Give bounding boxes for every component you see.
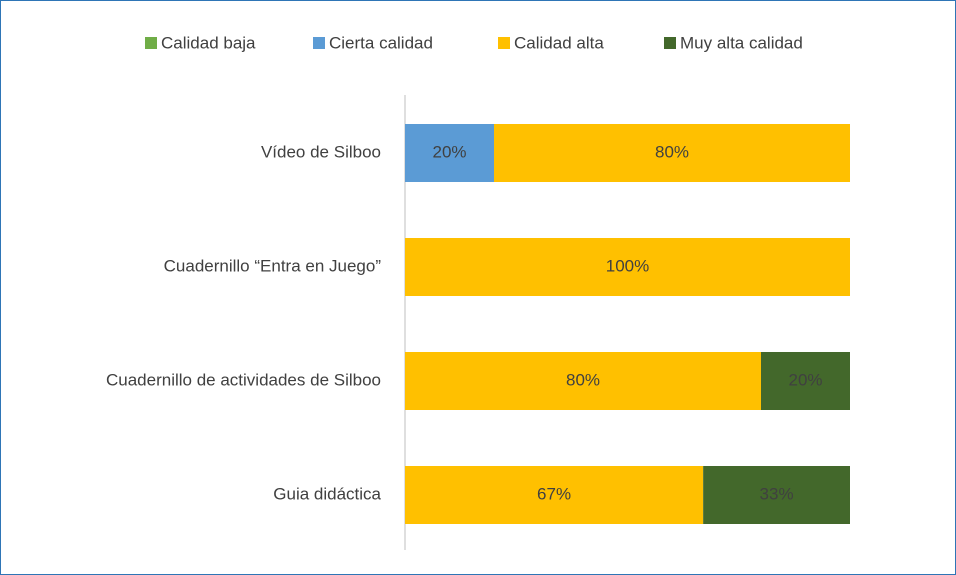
bar-segment [405,352,761,410]
legend-label: Cierta calidad [329,33,433,52]
y-tick-label: Cuadernillo “Entra en Juego” [164,256,382,275]
data-label: 80% [655,142,689,161]
bar-segment [405,238,850,296]
legend-swatch [313,37,325,49]
legend-swatch [145,37,157,49]
legend-swatch [664,37,676,49]
legend-label: Muy alta calidad [680,33,803,52]
data-label: 20% [788,370,822,389]
data-label: 100% [606,256,649,275]
bar-segment [494,124,850,182]
y-tick-label: Guia didáctica [273,484,381,503]
legend-swatch [498,37,510,49]
legend-label: Calidad alta [514,33,604,52]
data-label: 33% [760,484,794,503]
bar-segment [405,124,494,182]
y-tick-label: Cuadernillo de actividades de Silboo [106,370,381,389]
legend-label: Calidad baja [161,33,256,52]
bar-segment [761,352,850,410]
data-label: 80% [566,370,600,389]
data-label: 20% [432,142,466,161]
data-label: 67% [537,484,571,503]
bar-segment [405,466,704,524]
bar-segment [703,466,850,524]
y-tick-label: Vídeo de Silboo [261,142,381,161]
